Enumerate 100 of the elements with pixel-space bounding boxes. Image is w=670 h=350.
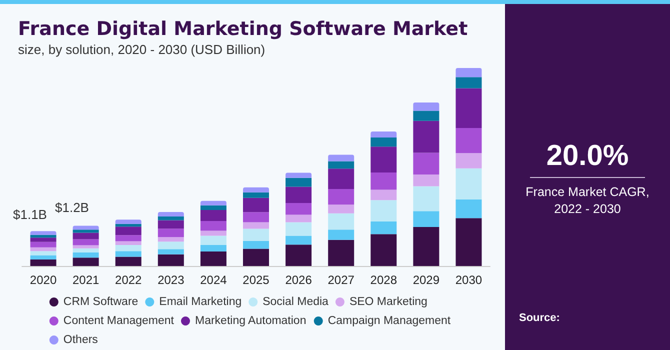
bar	[30, 251, 56, 256]
bar	[328, 161, 354, 169]
bar	[30, 238, 56, 242]
bar	[370, 132, 397, 138]
chart-subtitle: size, by solution, 2020 - 2030 (USD Billion)	[18, 42, 266, 57]
bar	[370, 234, 397, 266]
x-tick-label: 2029	[412, 273, 440, 287]
bar	[115, 256, 142, 266]
bar	[328, 154, 354, 162]
bar	[370, 172, 397, 190]
bar	[243, 240, 269, 249]
bar	[115, 245, 142, 252]
chart-title: France Digital Marketing Software Market	[18, 18, 468, 40]
x-tick-label: 2020	[30, 273, 57, 287]
bar	[30, 255, 56, 260]
bar	[328, 240, 354, 266]
bar	[456, 218, 482, 266]
bar	[158, 216, 184, 220]
x-tick-label: 2021	[72, 273, 100, 287]
bar	[158, 237, 184, 242]
bar	[286, 178, 312, 187]
bar	[115, 235, 142, 242]
bar	[200, 245, 226, 252]
bar	[456, 88, 482, 128]
bar	[30, 231, 56, 235]
bar	[200, 210, 226, 222]
x-tick-label: 2027	[328, 273, 355, 287]
legend-label: Marketing Automation	[195, 315, 306, 327]
bar	[243, 198, 269, 212]
bar	[328, 168, 354, 189]
bar	[200, 205, 226, 210]
bar	[243, 222, 269, 229]
bar	[286, 172, 312, 178]
bar	[200, 236, 226, 246]
legend-label: SEO Marketing	[349, 296, 428, 308]
bar	[72, 258, 99, 266]
x-tick-label: 2028	[370, 273, 398, 287]
bar	[456, 128, 482, 154]
x-tick-label: 2024	[200, 273, 228, 287]
bar	[456, 68, 482, 78]
bar	[370, 200, 397, 222]
bar	[413, 120, 440, 153]
bar	[158, 254, 184, 266]
bar	[456, 77, 482, 88]
bar	[200, 252, 226, 266]
bar	[456, 199, 482, 218]
bar	[286, 203, 312, 215]
bar	[72, 230, 99, 233]
legend-label: Social Media	[262, 296, 330, 308]
bar	[158, 212, 184, 216]
annotation: $1.1B	[13, 207, 47, 222]
bar	[413, 211, 440, 227]
bar	[456, 153, 482, 168]
bar	[370, 146, 397, 173]
source-note: Source:	[519, 312, 560, 324]
bar	[456, 168, 482, 200]
bar	[243, 212, 269, 222]
bar	[158, 249, 184, 254]
bar	[158, 220, 184, 229]
text: France Market CAGR, 2022 - 2030	[524, 184, 650, 218]
bar	[370, 221, 397, 234]
bar	[115, 241, 142, 246]
bar	[413, 174, 440, 186]
bar	[286, 222, 312, 236]
bar	[72, 252, 99, 258]
x-tick-label: 2025	[242, 273, 270, 287]
text: 20.0%	[545, 140, 630, 173]
bar	[72, 248, 99, 253]
bar	[243, 187, 269, 192]
bar	[413, 110, 440, 121]
bar	[286, 186, 312, 204]
bar	[200, 221, 226, 231]
bar	[30, 242, 56, 248]
bar	[115, 226, 142, 236]
x-tick-label: 2030	[455, 273, 482, 287]
bar	[328, 230, 354, 240]
bar	[286, 214, 312, 222]
bar	[328, 204, 354, 214]
legend-label: Others	[63, 334, 98, 346]
bar	[243, 248, 269, 266]
bar	[243, 192, 269, 198]
bar	[30, 259, 56, 266]
bar	[72, 239, 99, 246]
bar	[30, 234, 56, 238]
bar	[286, 236, 312, 245]
bar	[158, 228, 184, 238]
annotation: $1.2B	[55, 200, 89, 215]
bar	[30, 247, 56, 252]
bar	[328, 213, 354, 230]
legend-label: CRM Software	[63, 296, 138, 308]
bar	[200, 200, 226, 206]
bar	[243, 228, 269, 241]
bar	[286, 244, 312, 266]
bar	[72, 245, 99, 248]
x-tick-label: 2023	[158, 273, 185, 287]
bar	[328, 188, 354, 205]
bar	[370, 190, 397, 200]
bar	[158, 242, 184, 250]
legend-label: Content Management	[63, 315, 175, 327]
bar	[115, 224, 142, 227]
